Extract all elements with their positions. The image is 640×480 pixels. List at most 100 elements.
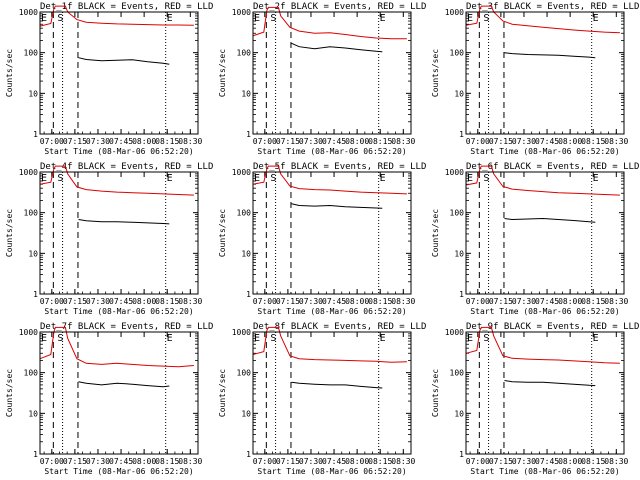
y-tick-label: 10 — [454, 89, 464, 98]
chart-panel-5: Det_5f BLACK = Events, RED = LLD 1 10 100 10… — [218, 162, 426, 316]
y-tick-label: 10 — [454, 409, 464, 418]
x-tick-label: 07:15 — [489, 457, 513, 466]
chart-panel-1: Det_1f BLACK = Events, RED = LLD 1 10 100 10… — [5, 2, 213, 156]
event-marker-label: E — [254, 173, 260, 184]
chart-title: Det_7f BLACK = Events, RED = LLD — [40, 322, 213, 332]
x-tick-label: 08:30 — [178, 297, 202, 306]
y-tick-label: 10 — [28, 249, 38, 258]
event-marker-label: S — [270, 333, 276, 344]
event-marker-label: S — [483, 13, 489, 24]
x-tick-label: 07:00 — [466, 457, 490, 466]
chart-title: Det_5f BLACK = Events, RED = LLD — [253, 162, 426, 172]
event-marker-label: E — [254, 333, 260, 344]
x-tick-label: 08:15 — [581, 297, 605, 306]
x-axis-label: Start Time (08-Mar-06 06:52:20) — [470, 147, 619, 156]
x-tick-label: 08:00 — [345, 297, 369, 306]
plot-frame — [39, 331, 199, 455]
y-axis-label: Counts/sec — [431, 369, 440, 417]
x-tick-label: 07:00 — [253, 137, 277, 146]
x-tick-label: 07:30 — [86, 297, 110, 306]
x-tick-label: 07:45 — [109, 297, 133, 306]
y-axis-label: Counts/sec — [5, 209, 14, 257]
x-axis-label: Start Time (08-Mar-06 06:52:20) — [44, 467, 193, 476]
y-axis-label: Counts/sec — [218, 49, 227, 97]
series-line-events — [504, 380, 596, 387]
chart-panel-3: Det_3f BLACK = Events, RED = LLD 1 10 100 10… — [431, 2, 639, 156]
x-tick-label: 08:30 — [391, 457, 415, 466]
event-marker-label: S — [57, 13, 63, 24]
chart-title: Det_4f BLACK = Events, RED = LLD — [40, 162, 213, 172]
x-tick-label: 07:15 — [276, 457, 300, 466]
x-axis-label: Start Time (08-Mar-06 06:52:20) — [257, 147, 406, 156]
x-tick-label: 07:30 — [86, 137, 110, 146]
y-tick-label: 100 — [24, 369, 39, 378]
series-line-events — [291, 203, 383, 209]
y-tick-label: 100 — [237, 49, 252, 58]
chart-panel-9: Det_9f BLACK = Events, RED = LLD 1 10 100 10… — [431, 322, 639, 476]
x-tick-label: 07:00 — [253, 457, 277, 466]
x-tick-label: 07:00 — [40, 297, 64, 306]
series-line-lld — [465, 5, 620, 34]
chart-title: Det_3f BLACK = Events, RED = LLD — [466, 2, 639, 12]
y-tick-label: 1000 — [232, 328, 251, 337]
x-tick-label: 08:15 — [368, 457, 392, 466]
y-axis-label: Counts/sec — [5, 369, 14, 417]
x-tick-label: 07:45 — [322, 457, 346, 466]
chart-title: Det_2f BLACK = Events, RED = LLD — [253, 2, 426, 12]
plot-frame — [39, 11, 199, 135]
y-tick-label: 10 — [241, 409, 251, 418]
x-tick-label: 07:00 — [40, 137, 64, 146]
x-tick-label: 07:30 — [299, 137, 323, 146]
series-line-lld — [39, 5, 194, 27]
y-axis-label: Counts/sec — [431, 49, 440, 97]
chart-panel-8: Det_8f BLACK = Events, RED = LLD 1 10 100 10… — [218, 322, 426, 476]
x-tick-label: 08:00 — [132, 137, 156, 146]
plot-frame — [252, 331, 412, 455]
x-tick-label: 08:30 — [178, 457, 202, 466]
series-line-lld — [465, 326, 620, 364]
series-line-lld — [39, 165, 194, 196]
y-tick-label: 10 — [241, 249, 251, 258]
plot-frame — [252, 171, 412, 295]
x-tick-label: 08:30 — [604, 457, 628, 466]
y-tick-label: 1000 — [19, 328, 38, 337]
x-tick-label: 07:30 — [86, 457, 110, 466]
y-tick-label: 1 — [33, 290, 38, 299]
event-marker-label: E — [167, 13, 173, 24]
plot-frame — [465, 331, 625, 455]
x-tick-label: 07:00 — [253, 297, 277, 306]
x-tick-label: 07:45 — [535, 297, 559, 306]
x-tick-label: 07:00 — [466, 297, 490, 306]
x-tick-label: 07:00 — [40, 457, 64, 466]
series-line-events — [291, 42, 383, 53]
event-marker-label: E — [167, 333, 173, 344]
chart-title: Det_8f BLACK = Events, RED = LLD — [253, 322, 426, 332]
y-axis-label: Counts/sec — [218, 209, 227, 257]
y-axis-label: Counts/sec — [431, 209, 440, 257]
chart-panel-7: Det_7f BLACK = Events, RED = LLD 1 10 100 10… — [5, 322, 213, 476]
x-tick-label: 07:30 — [299, 457, 323, 466]
series-line-events — [504, 217, 596, 223]
x-tick-label: 08:30 — [391, 297, 415, 306]
x-axis-label: Start Time (08-Mar-06 06:52:20) — [470, 307, 619, 316]
x-tick-label: 07:30 — [512, 297, 536, 306]
chart-title: Det_6f BLACK = Events, RED = LLD — [466, 162, 639, 172]
x-axis-label: Start Time (08-Mar-06 06:52:20) — [44, 307, 193, 316]
y-tick-label: 1 — [33, 130, 38, 139]
y-tick-label: 1000 — [19, 168, 38, 177]
x-tick-label: 07:45 — [109, 137, 133, 146]
x-tick-label: 07:15 — [276, 137, 300, 146]
event-marker-label: S — [57, 173, 63, 184]
event-marker-label: E — [467, 13, 473, 24]
y-tick-label: 100 — [24, 209, 39, 218]
y-tick-label: 10 — [28, 89, 38, 98]
series-line-events — [78, 381, 170, 388]
x-tick-label: 08:00 — [132, 457, 156, 466]
x-tick-label: 07:30 — [512, 137, 536, 146]
y-tick-label: 1000 — [232, 8, 251, 17]
y-axis-label: Counts/sec — [5, 49, 14, 97]
event-marker-label: E — [593, 333, 599, 344]
y-tick-label: 1 — [33, 450, 38, 459]
x-tick-label: 07:45 — [322, 137, 346, 146]
x-axis-label: Start Time (08-Mar-06 06:52:20) — [470, 467, 619, 476]
